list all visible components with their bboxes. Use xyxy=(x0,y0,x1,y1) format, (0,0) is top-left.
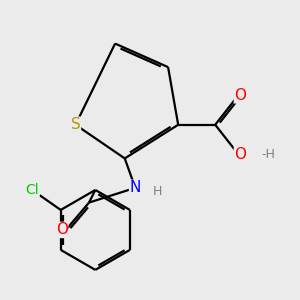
Text: Cl: Cl xyxy=(25,183,39,197)
Text: N: N xyxy=(130,180,141,195)
Text: S: S xyxy=(71,117,80,132)
Text: O: O xyxy=(56,222,68,237)
Text: O: O xyxy=(234,147,246,162)
Text: O: O xyxy=(234,88,246,103)
Text: -H: -H xyxy=(262,148,275,161)
Text: H: H xyxy=(153,185,162,198)
